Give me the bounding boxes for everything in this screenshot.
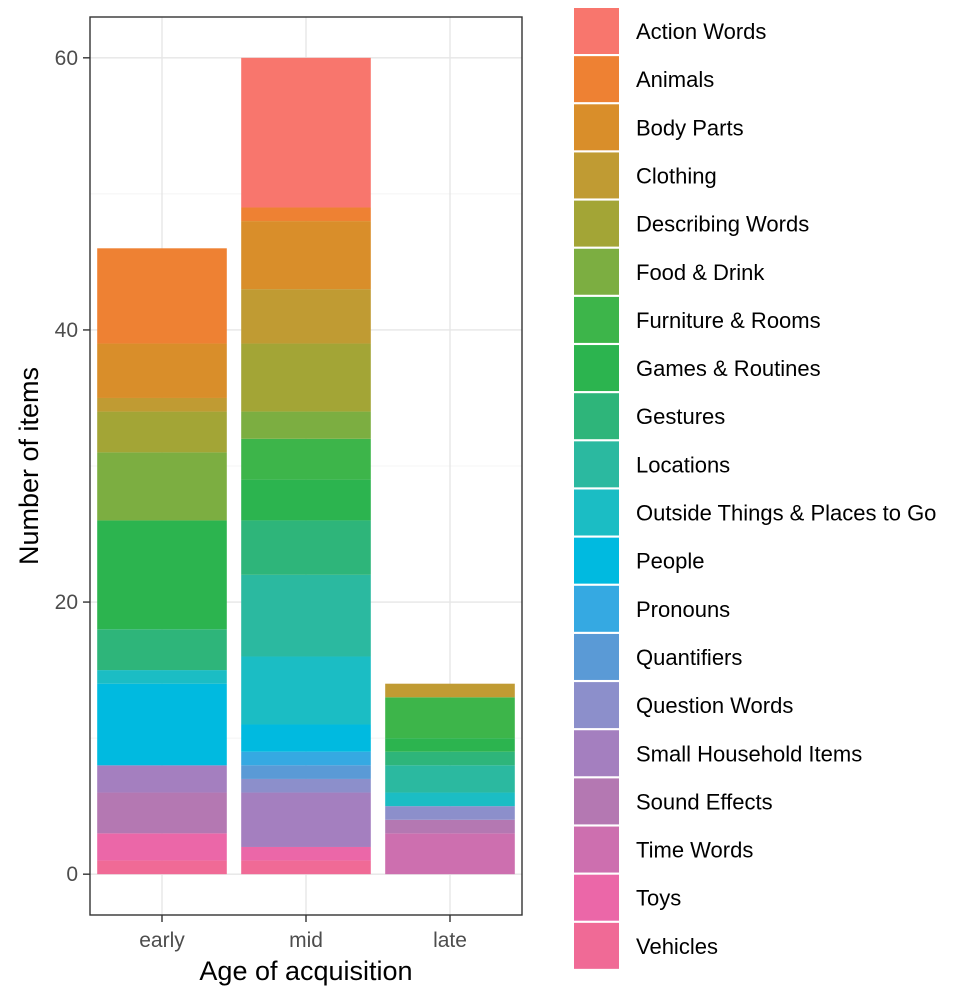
bar-late-furniture-and-rooms [385,697,515,739]
bar-mid-body-parts [241,221,371,290]
y-tick-label: 40 [55,319,78,342]
legend-key-vehicles [574,922,619,969]
legend-label-pronouns: Pronouns [636,597,730,622]
bar-early-describing-words [97,411,227,453]
legend-label-gestures: Gestures [636,404,725,429]
legend-key-gestures [574,393,619,440]
legend-key-toys [574,874,619,921]
legend-key-time-words [574,826,619,873]
legend-key-small-household-items [574,730,619,777]
bar-early-outside-things-and-places-to-go [97,670,227,684]
x-tick-label-early: early [139,929,185,952]
bar-mid-games-and-routines [241,479,371,521]
x-axis-title: Age of acquisition [199,956,412,986]
legend-key-food-and-drink [574,248,619,295]
bar-stacks [97,57,515,875]
legend-key-sound-effects [574,778,619,825]
legend-label-food-and-drink: Food & Drink [636,260,765,285]
bar-late-sound-effects [385,819,515,834]
legend-label-time-words: Time Words [636,838,753,863]
bar-mid-gestures [241,520,371,575]
legend-label-sound-effects: Sound Effects [636,789,773,814]
bar-early-food-and-drink [97,452,227,521]
x-tick-label-mid: mid [289,929,323,952]
bar-early-small-household-items [97,765,227,793]
bar-mid-small-household-items [241,792,371,847]
legend-key-furniture-and-rooms [574,296,619,343]
legend-key-animals [574,56,619,103]
bar-early-sound-effects [97,792,227,834]
legend-label-games-and-routines: Games & Routines [636,356,821,381]
legend-key-clothing [574,152,619,199]
bar-early-gestures [97,629,227,671]
legend-label-describing-words: Describing Words [636,212,809,237]
legend-key-locations [574,441,619,488]
bar-early-animals [97,248,227,344]
legend-key-outside-things-and-places-to-go [574,489,619,536]
bar-mid-describing-words [241,343,371,412]
legend-key-pronouns [574,585,619,632]
legend-key-games-and-routines [574,345,619,392]
bar-early-clothing [97,397,227,412]
y-axis: 0 20 40 60 [55,47,90,886]
bar-mid-toys [241,846,371,861]
bar-late-locations [385,765,515,793]
bar-late-time-words [385,833,515,875]
legend-label-furniture-and-rooms: Furniture & Rooms [636,308,821,333]
bar-mid-furniture-and-rooms [241,438,371,480]
legend-label-outside-things-and-places-to-go: Outside Things & Places to Go [636,501,936,526]
bar-mid-pronouns [241,751,371,766]
legend-key-quantifiers [574,633,619,680]
bar-mid-outside-things-and-places-to-go [241,656,371,725]
legend-label-small-household-items: Small Household Items [636,741,862,766]
legend-label-people: People [636,549,705,574]
y-tick-label: 20 [55,591,78,614]
bar-late-outside-things-and-places-to-go [385,792,515,807]
bar-early-people [97,683,227,766]
x-tick-label-late: late [433,929,467,952]
legend-label-action-words: Action Words [636,19,766,44]
bar-mid-quantifiers [241,765,371,779]
legend-label-toys: Toys [636,886,681,911]
bar-mid-action-words [241,57,371,208]
bar-mid-animals [241,207,371,222]
legend-key-people [574,537,619,584]
y-tick-label: 0 [66,863,78,886]
legend-label-quantifiers: Quantifiers [636,645,742,670]
legend-label-clothing: Clothing [636,163,717,188]
bar-mid-people [241,724,371,752]
x-axis: early mid late [139,915,467,952]
bar-mid-food-and-drink [241,411,371,439]
bar-mid-clothing [241,289,371,344]
legend-key-body-parts [574,104,619,151]
legend-key-question-words [574,682,619,729]
legend-label-locations: Locations [636,452,730,477]
y-tick-label: 60 [55,47,78,70]
bar-mid-question-words [241,778,371,793]
bar-mid-vehicles [241,860,371,875]
bar-early-games-and-routines [97,520,227,630]
legend-label-question-words: Question Words [636,693,793,718]
bar-early-body-parts [97,343,227,398]
bar-late-gestures [385,751,515,766]
y-axis-title: Number of items [14,367,44,565]
legend-label-vehicles: Vehicles [636,934,718,959]
legend-key-describing-words [574,200,619,247]
bar-mid-locations [241,574,371,657]
legend-key-action-words [574,8,619,54]
bar-early-toys [97,833,227,861]
bar-late-clothing [385,683,515,698]
bar-late-question-words [385,806,515,820]
legend-label-animals: Animals [636,67,714,92]
bar-late-games-and-routines [385,738,515,752]
legend-label-body-parts: Body Parts [636,115,744,140]
bar-early-vehicles [97,860,227,875]
legend: Action Words Animals Body Parts Clothing Des… [574,8,936,969]
